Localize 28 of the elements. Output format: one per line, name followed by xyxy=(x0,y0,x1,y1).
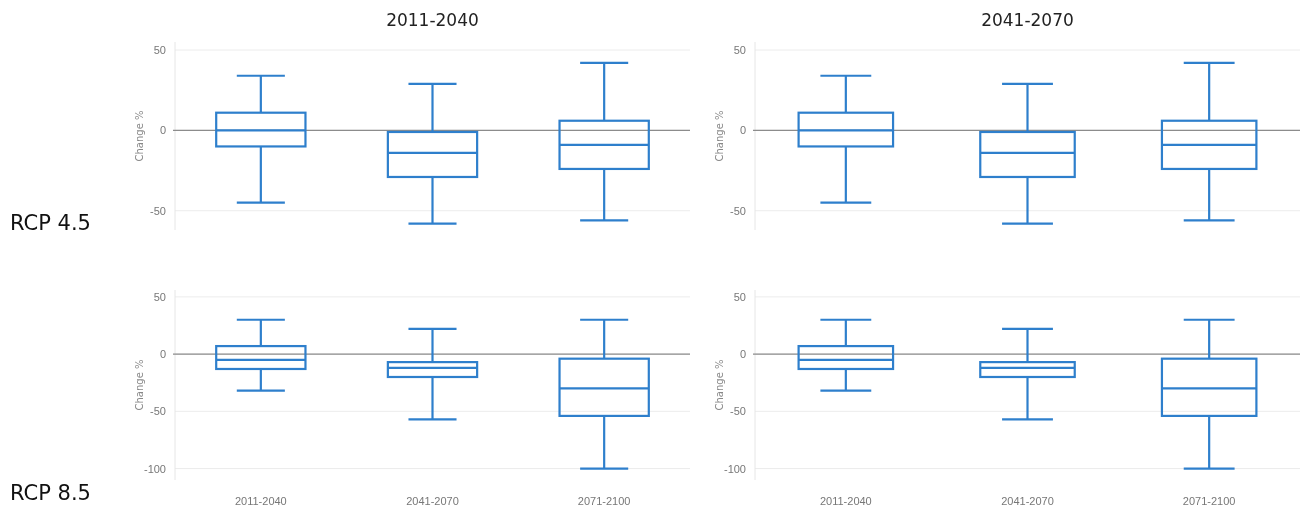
x-tick-label: 2011-2040 xyxy=(819,494,872,507)
y-tick-label: 50 xyxy=(153,44,166,57)
y-tick-label: 0 xyxy=(159,348,166,361)
y-tick-label: 0 xyxy=(739,124,746,137)
y-tick-label: 50 xyxy=(153,290,166,303)
x-tick-label: 2041-2070 xyxy=(406,494,459,507)
y-axis-title: Change % xyxy=(714,359,725,411)
y-tick-label: -50 xyxy=(730,204,746,217)
y-axis-title: Change % xyxy=(134,359,145,411)
y-tick-label: 50 xyxy=(733,290,746,303)
text: RCP 8.5 xyxy=(10,481,91,505)
chart-title: 2041-2070 xyxy=(981,10,1074,30)
y-tick-label: 0 xyxy=(739,348,746,361)
text: RCP 4.5 xyxy=(10,211,91,235)
x-tick-label: 2071-2100 xyxy=(577,494,631,507)
y-axis-title: Change % xyxy=(714,110,725,162)
y-tick-label: -50 xyxy=(730,405,746,418)
x-tick-label: 2041-2070 xyxy=(1001,494,1054,507)
x-tick-label: 2011-2040 xyxy=(234,494,287,507)
y-tick-label: 0 xyxy=(159,124,166,137)
x-tick-label: 2071-2100 xyxy=(1182,494,1236,507)
y-tick-label: -50 xyxy=(150,204,166,217)
y-tick-label: 50 xyxy=(733,44,746,57)
y-tick-label: -100 xyxy=(723,462,746,475)
chart-title: 2011-2040 xyxy=(386,10,479,30)
y-axis-title: Change % xyxy=(134,110,145,162)
y-tick-label: -100 xyxy=(143,462,166,475)
y-tick-label: -50 xyxy=(150,405,166,418)
